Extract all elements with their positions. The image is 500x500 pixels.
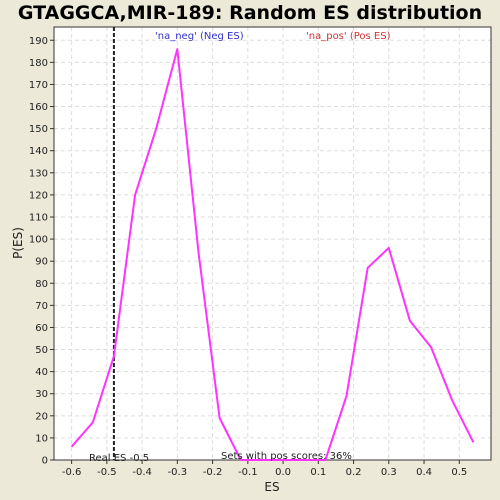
chart-title: GTAGGCA,MIR-189: Random ES distribution [18, 2, 482, 24]
y-axis-label: P(ES) [11, 227, 25, 259]
y-tick-label: 70 [35, 301, 48, 312]
x-tick-label: -0.5 [97, 467, 117, 478]
x-tick-label: -0.1 [238, 467, 258, 478]
x-tick-label: -0.6 [62, 467, 82, 478]
plot-background [54, 27, 491, 460]
x-axis-label: ES [264, 480, 279, 494]
y-tick-label: 160 [29, 102, 48, 113]
pos-scores-annotation: Sets with pos scores: 36% [221, 451, 352, 462]
y-tick-label: 50 [35, 345, 48, 356]
y-tick-label: 140 [29, 146, 48, 157]
y-tick-label: 110 [29, 212, 48, 223]
y-tick-label: 170 [29, 80, 48, 91]
y-tick-label: 120 [29, 190, 48, 201]
y-tick-label: 130 [29, 168, 48, 179]
x-tick-label: -0.4 [132, 467, 152, 478]
ticks: 0 10 20 30 40 50 60 70 80 90 100 110 120 130 140 150 160… [29, 36, 467, 478]
y-tick-label: 80 [35, 279, 48, 290]
x-tick-label: 0.5 [451, 467, 467, 478]
y-tick-label: 30 [35, 389, 48, 400]
series-line [70, 48, 475, 461]
x-tick-label: 0.1 [310, 467, 326, 478]
x-tick-label: 0.0 [275, 467, 291, 478]
x-tick-label: 0.2 [346, 467, 362, 478]
y-tick-label: 150 [29, 124, 48, 135]
x-tick-label: -0.3 [168, 467, 188, 478]
marks [70, 27, 475, 461]
real-es-label: Real ES -0.5 [89, 453, 149, 464]
pos-es-annotation: 'na_pos' (Pos ES) [306, 31, 391, 42]
y-tick-label: 90 [35, 257, 48, 268]
y-tick-label: 10 [35, 433, 48, 444]
x-tick-label: 0.4 [416, 467, 432, 478]
neg-es-annotation: 'na_neg' (Neg ES) [155, 31, 244, 42]
y-tick-label: 190 [29, 36, 48, 47]
y-tick-label: 100 [29, 235, 48, 246]
y-tick-label: 20 [35, 411, 48, 422]
y-tick-label: 60 [35, 323, 48, 334]
grid [54, 27, 491, 461]
y-tick-label: 180 [29, 58, 48, 69]
x-tick-label: -0.2 [203, 467, 223, 478]
y-tick-label: 0 [42, 456, 48, 467]
x-tick-label: 0.3 [381, 467, 397, 478]
y-tick-label: 40 [35, 367, 48, 378]
